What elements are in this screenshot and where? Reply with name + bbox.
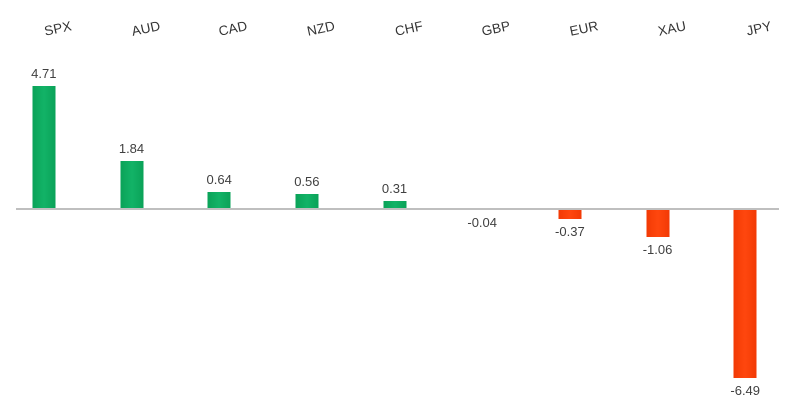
- value-label-EUR: -0.37: [555, 223, 585, 239]
- chart-column-CHF: CHF 0.31: [351, 0, 439, 413]
- bar-XAU: [646, 209, 670, 237]
- value-label-GBP: -0.04: [467, 215, 498, 231]
- category-label-EUR: EUR: [568, 18, 600, 39]
- category-label-CHF: CHF: [393, 18, 424, 39]
- category-label-AUD: AUD: [129, 18, 162, 39]
- value-label-XAU: -1.06: [642, 241, 673, 257]
- bar-CHF: [383, 200, 407, 209]
- chart-column-CAD: CAD 0.64: [175, 0, 263, 413]
- category-label-GBP: GBP: [480, 18, 512, 39]
- value-label-AUD: 1.84: [118, 140, 145, 156]
- bar-AUD: [120, 160, 143, 209]
- value-label-CHF: 0.31: [381, 180, 408, 196]
- bar-CAD: [207, 192, 231, 209]
- chart-column-XAU: XAU -1.06: [614, 0, 702, 413]
- category-label-JPY: JPY: [745, 18, 774, 39]
- chart-column-EUR: EUR -0.37: [526, 0, 614, 413]
- bar-SPX: [32, 86, 56, 209]
- x-axis-line: [16, 208, 779, 210]
- category-label-CAD: CAD: [217, 18, 249, 39]
- value-label-JPY: -6.49: [730, 383, 761, 399]
- bar-NZD: [295, 194, 319, 209]
- value-label-CAD: 0.64: [206, 172, 232, 188]
- chart-column-AUD: AUD 1.84: [88, 0, 176, 413]
- value-label-SPX: 4.71: [31, 66, 57, 82]
- chart-column-NZD: NZD 0.56: [263, 0, 351, 413]
- category-label-NZD: NZD: [305, 18, 337, 39]
- category-label-SPX: SPX: [42, 18, 73, 39]
- chart-column-JPY: JPY -6.49: [701, 0, 789, 413]
- chart-column-SPX: SPX 4.71: [0, 0, 88, 413]
- bar-EUR: [558, 209, 582, 219]
- chart-column-GBP: GBP -0.04: [438, 0, 526, 413]
- category-label-XAU: XAU: [656, 18, 687, 39]
- bar-JPY: [733, 209, 757, 379]
- value-label-NZD: 0.56: [294, 174, 320, 190]
